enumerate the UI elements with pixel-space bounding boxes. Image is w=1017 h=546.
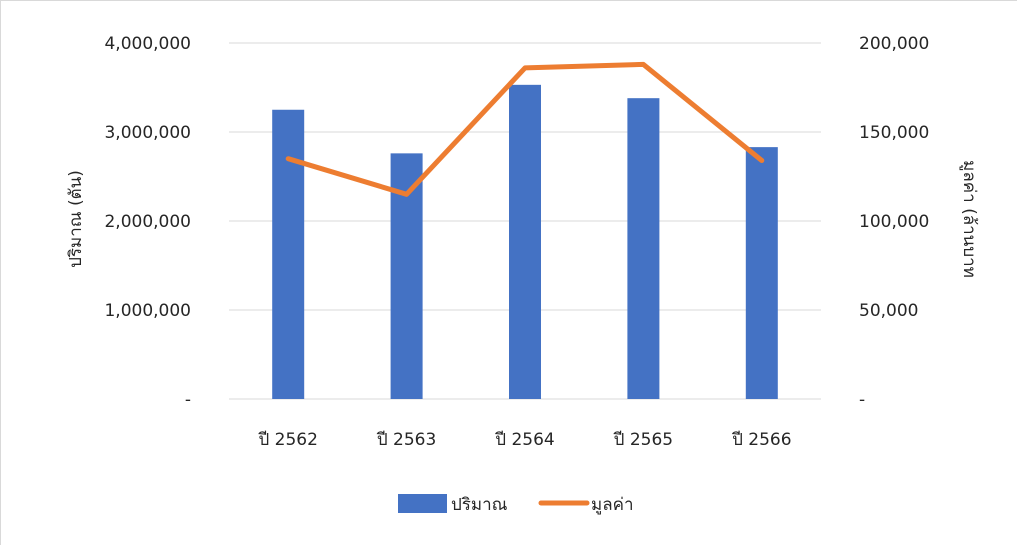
right-axis-title: มูลค่า (ล้านบาท — [959, 160, 979, 278]
x-tick-label: ปี 2566 — [731, 430, 791, 450]
x-tick-label: ปี 2564 — [494, 430, 554, 450]
line-point — [287, 158, 289, 160]
bar — [745, 147, 778, 399]
bar-series — [272, 84, 778, 400]
x-axis-ticks: ปี 2562 ปี 2563 ปี 2564 ปี 2565 ปี 2566 — [258, 430, 792, 450]
line-series — [285, 61, 765, 197]
legend-bar-label: ปริมาณ — [451, 495, 508, 515]
line-point — [642, 63, 644, 65]
legend-line-label: มูลค่า — [591, 495, 634, 515]
line-point — [406, 193, 408, 195]
right-tick-label: 150,000 — [859, 123, 929, 143]
x-tick-label: ปี 2565 — [613, 430, 673, 450]
bar — [272, 109, 305, 399]
legend-bar-swatch — [398, 494, 447, 513]
right-tick-label: - — [859, 390, 865, 410]
left-axis-title: ปริมาณ (ตัน) — [66, 170, 86, 268]
right-tick-label: 50,000 — [859, 301, 918, 321]
x-tick-label: ปี 2562 — [258, 430, 318, 450]
legend: ปริมาณ มูลค่า — [398, 494, 634, 515]
left-axis-ticks: - 1,000,000 2,000,000 3,000,000 4,000,000 — [104, 34, 191, 410]
left-tick-label: - — [185, 390, 191, 410]
right-tick-label: 200,000 — [859, 34, 929, 54]
left-tick-label: 4,000,000 — [104, 34, 191, 54]
line-point — [524, 67, 526, 69]
left-tick-label: 3,000,000 — [104, 123, 191, 143]
bar — [627, 98, 660, 400]
right-tick-label: 100,000 — [859, 212, 929, 232]
x-tick-label: ปี 2563 — [376, 430, 436, 450]
right-axis-ticks: - 50,000 100,000 150,000 200,000 — [859, 34, 929, 410]
line-point — [761, 159, 763, 161]
left-tick-label: 2,000,000 — [104, 212, 191, 232]
bar — [509, 84, 541, 399]
left-tick-label: 1,000,000 — [104, 301, 191, 321]
